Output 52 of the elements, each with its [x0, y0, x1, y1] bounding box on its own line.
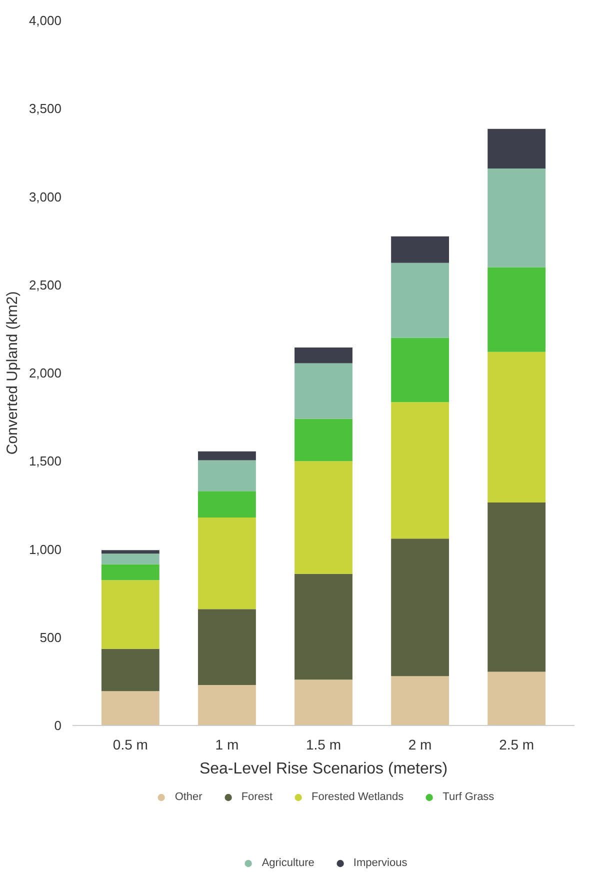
- bar: [294, 347, 352, 364]
- bar: [294, 418, 352, 462]
- x-tick-label: 1.5 m: [306, 736, 342, 752]
- bar: [101, 550, 160, 554]
- y-tick-label: 1,500: [28, 454, 62, 469]
- bar: [294, 363, 352, 419]
- legend-label: Other: [174, 791, 202, 803]
- bar: [101, 691, 160, 726]
- x-tick-label: 1 m: [215, 736, 239, 752]
- legend-label: Agriculture: [262, 857, 314, 869]
- y-tick-label: 3,000: [28, 189, 62, 204]
- legend-label: Forest: [241, 791, 273, 803]
- bar: [488, 128, 546, 169]
- bar: [294, 461, 352, 574]
- bar: [294, 680, 352, 726]
- y-tick-label: 2,500: [28, 277, 62, 292]
- bar: [391, 538, 449, 676]
- x-tick-label: 2.5 m: [499, 736, 534, 752]
- legend-label: Turf Grass: [442, 791, 494, 803]
- bar: [198, 609, 256, 685]
- bar: [198, 518, 256, 610]
- y-tick-label: 2,000: [28, 366, 62, 380]
- bar: [294, 574, 352, 680]
- y-tick-label: 3,500: [28, 101, 62, 116]
- legend-label: Forested Wetlands: [312, 791, 404, 803]
- bar: [101, 580, 160, 649]
- legend-label: Impervious: [353, 857, 408, 869]
- bar: [391, 262, 449, 338]
- y-tick-label: 500: [40, 630, 62, 645]
- x-tick-label: 2 m: [408, 736, 432, 752]
- bar: [391, 338, 449, 402]
- bar: [391, 676, 449, 726]
- bar: [101, 648, 160, 692]
- bar: [198, 491, 256, 518]
- bar: [488, 502, 546, 672]
- bar: [198, 451, 256, 460]
- bar: [101, 554, 160, 564]
- bar: [488, 672, 546, 726]
- bar: [198, 460, 256, 492]
- x-axis-title: Sea-Level Rise Scenarios (meters): [199, 760, 448, 778]
- bar: [391, 402, 449, 539]
- y-tick-label: 4,000: [28, 13, 62, 28]
- y-tick-label: 0: [54, 718, 62, 733]
- y-tick-label: 1,000: [28, 542, 62, 557]
- bar: [101, 564, 160, 580]
- y-axis-title: Converted Upland (km2): [4, 291, 21, 455]
- bar: [198, 684, 256, 726]
- bar: [391, 236, 449, 263]
- bar: [488, 168, 546, 268]
- bar: [488, 267, 546, 352]
- bar: [488, 352, 546, 503]
- x-tick-label: 0.5 m: [112, 736, 148, 752]
